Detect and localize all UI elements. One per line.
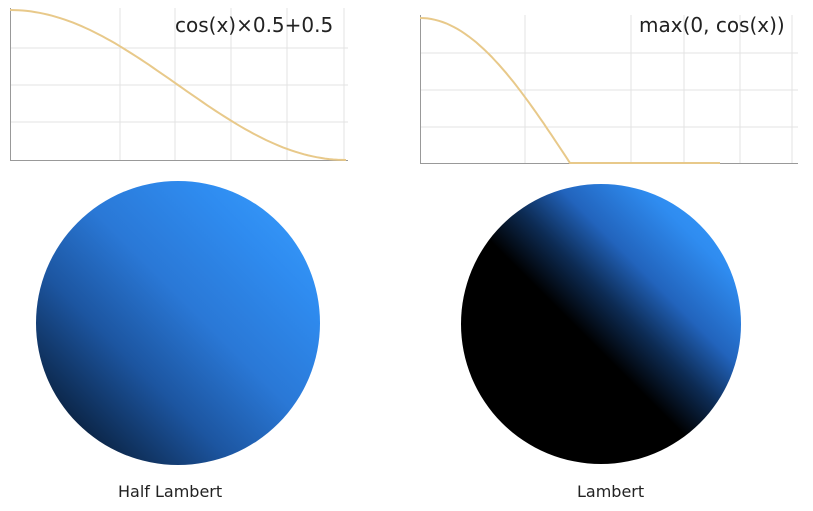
plot-grid xyxy=(420,15,798,163)
lambert-sphere xyxy=(461,184,741,464)
half-lambert-sphere xyxy=(36,181,320,465)
half-lambert-curve xyxy=(9,9,347,161)
lambert-curve xyxy=(419,17,720,164)
half-lambert-caption: Half Lambert xyxy=(118,482,223,501)
lambert-formula: max(0, cos(x)) xyxy=(639,13,785,37)
lambert-plot xyxy=(419,15,798,164)
half-lambert-formula: cos(x)×0.5+0.5 xyxy=(175,13,334,37)
half-lambert-plot xyxy=(9,8,348,161)
lambert-caption: Lambert xyxy=(577,482,645,501)
